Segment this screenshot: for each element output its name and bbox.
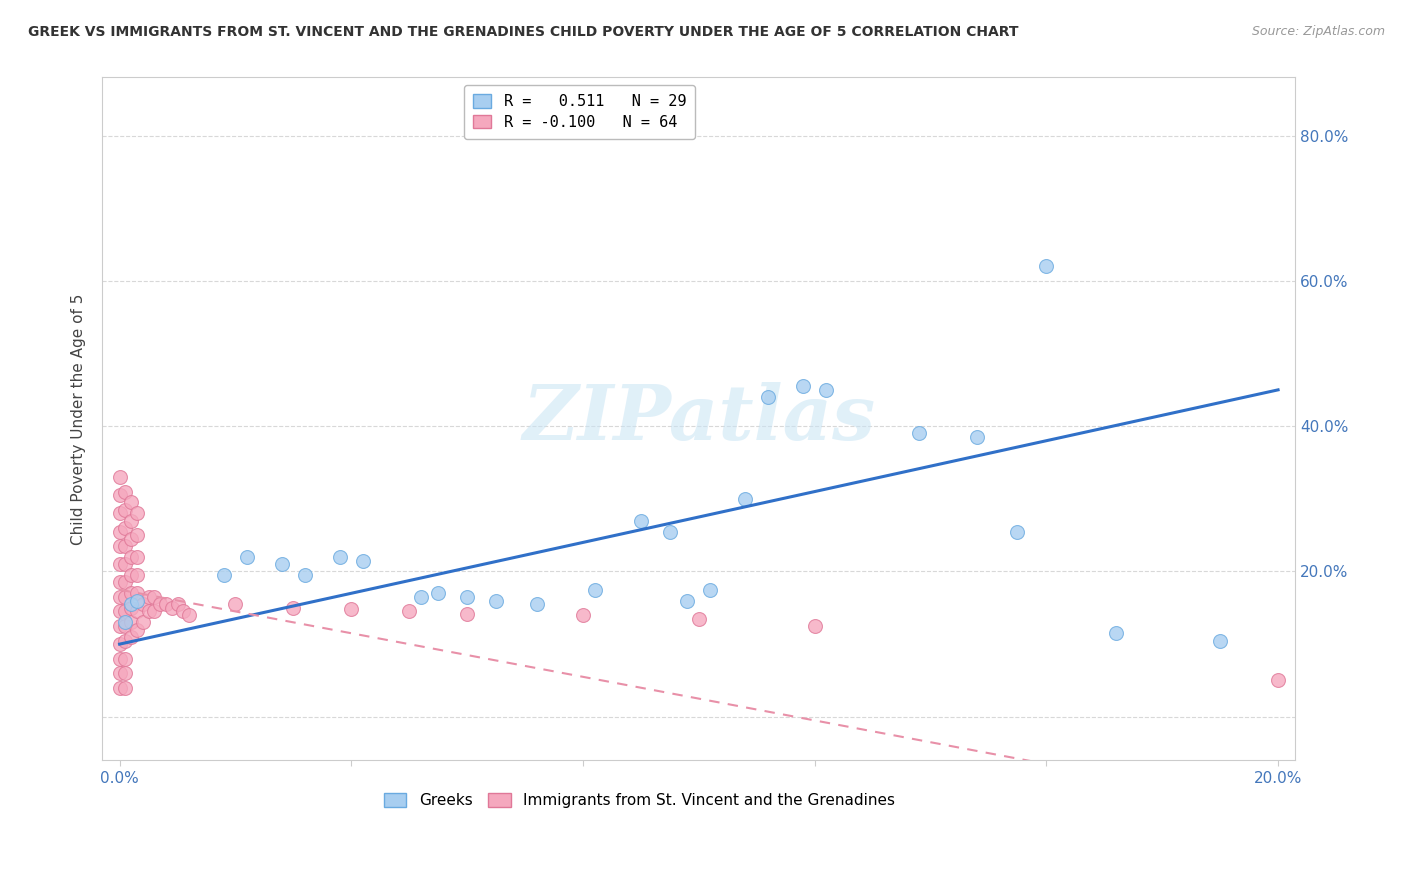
Point: [143, 590, 166, 604]
Point: [456, 607, 478, 621]
Point: [1209, 633, 1232, 648]
Point: [125, 593, 148, 607]
Point: [108, 681, 131, 695]
Point: [125, 507, 148, 521]
Point: [138, 590, 160, 604]
Point: [352, 553, 374, 567]
Point: [108, 575, 131, 590]
Point: [114, 619, 136, 633]
Point: [114, 651, 136, 665]
Point: [125, 604, 148, 618]
Point: [120, 597, 142, 611]
Point: [658, 524, 681, 539]
Y-axis label: Child Poverty Under the Age of 5: Child Poverty Under the Age of 5: [72, 293, 86, 545]
Point: [125, 528, 148, 542]
Point: [340, 602, 363, 616]
Point: [815, 383, 838, 397]
Point: [138, 604, 160, 618]
Point: [409, 590, 432, 604]
Point: [120, 549, 142, 564]
Point: [329, 549, 352, 564]
Point: [114, 521, 136, 535]
Point: [120, 532, 142, 546]
Point: [699, 582, 721, 597]
Point: [1105, 626, 1128, 640]
Point: [108, 507, 131, 521]
Point: [1007, 524, 1029, 539]
Point: [398, 604, 420, 618]
Point: [108, 524, 131, 539]
Point: [125, 568, 148, 582]
Point: [120, 495, 142, 509]
Point: [1035, 260, 1057, 274]
Point: [1267, 673, 1289, 688]
Point: [114, 502, 136, 516]
Point: [108, 470, 131, 484]
Point: [236, 549, 259, 564]
Point: [270, 558, 292, 572]
Point: [125, 623, 148, 637]
Point: [120, 514, 142, 528]
Point: [630, 514, 652, 528]
Text: GREEK VS IMMIGRANTS FROM ST. VINCENT AND THE GRENADINES CHILD POVERTY UNDER THE : GREEK VS IMMIGRANTS FROM ST. VINCENT AND…: [28, 25, 1018, 39]
Point: [485, 593, 508, 607]
Point: [803, 619, 825, 633]
Point: [572, 608, 595, 623]
Point: [149, 597, 172, 611]
Point: [125, 586, 148, 600]
Point: [114, 615, 136, 630]
Point: [792, 379, 814, 393]
Point: [108, 558, 131, 572]
Legend: Greeks, Immigrants from St. Vincent and the Grenadines: Greeks, Immigrants from St. Vincent and …: [377, 787, 901, 814]
Point: [734, 491, 756, 506]
Point: [108, 488, 131, 502]
Point: [108, 666, 131, 681]
Point: [132, 615, 155, 630]
Point: [172, 604, 194, 618]
Point: [583, 582, 606, 597]
Point: [114, 484, 136, 499]
Point: [160, 600, 183, 615]
Text: ZIPatlas: ZIPatlas: [522, 382, 876, 456]
Point: [177, 608, 200, 623]
Point: [526, 597, 548, 611]
Point: [427, 586, 450, 600]
Point: [108, 590, 131, 604]
Point: [908, 426, 931, 441]
Point: [756, 390, 779, 404]
Point: [125, 549, 148, 564]
Point: [114, 681, 136, 695]
Point: [108, 651, 131, 665]
Point: [108, 604, 131, 618]
Point: [114, 539, 136, 553]
Point: [676, 593, 699, 607]
Point: [108, 619, 131, 633]
Text: Source: ZipAtlas.com: Source: ZipAtlas.com: [1251, 25, 1385, 38]
Point: [114, 575, 136, 590]
Point: [966, 430, 988, 444]
Point: [120, 630, 142, 644]
Point: [114, 558, 136, 572]
Point: [155, 597, 177, 611]
Point: [108, 637, 131, 651]
Point: [294, 568, 316, 582]
Point: [688, 612, 710, 626]
Point: [114, 666, 136, 681]
Point: [120, 600, 142, 615]
Point: [120, 568, 142, 582]
Point: [114, 604, 136, 618]
Point: [166, 597, 188, 611]
Point: [114, 633, 136, 648]
Point: [132, 597, 155, 611]
Point: [108, 539, 131, 553]
Point: [212, 568, 235, 582]
Point: [224, 597, 246, 611]
Point: [120, 586, 142, 600]
Point: [143, 604, 166, 618]
Point: [114, 590, 136, 604]
Point: [456, 590, 478, 604]
Point: [120, 615, 142, 630]
Point: [283, 600, 305, 615]
